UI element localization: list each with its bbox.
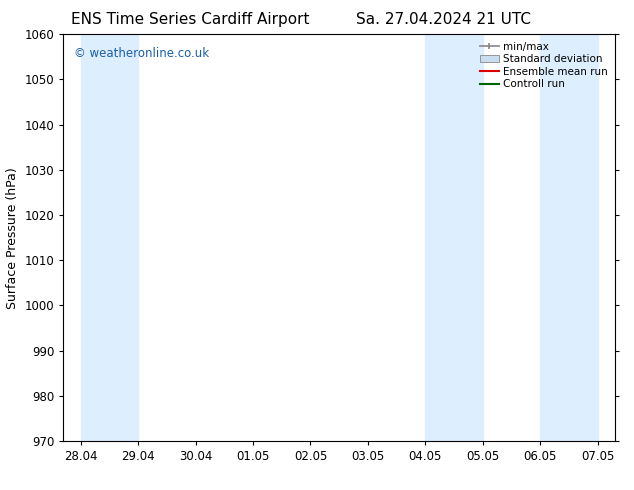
- Bar: [540, 34, 598, 441]
- Bar: [425, 34, 483, 441]
- Text: © weatheronline.co.uk: © weatheronline.co.uk: [74, 47, 210, 59]
- Text: Sa. 27.04.2024 21 UTC: Sa. 27.04.2024 21 UTC: [356, 12, 531, 27]
- Y-axis label: Surface Pressure (hPa): Surface Pressure (hPa): [6, 167, 19, 309]
- Legend: min/max, Standard deviation, Ensemble mean run, Controll run: min/max, Standard deviation, Ensemble me…: [478, 40, 610, 92]
- Text: ENS Time Series Cardiff Airport: ENS Time Series Cardiff Airport: [71, 12, 309, 27]
- Bar: [81, 34, 138, 441]
